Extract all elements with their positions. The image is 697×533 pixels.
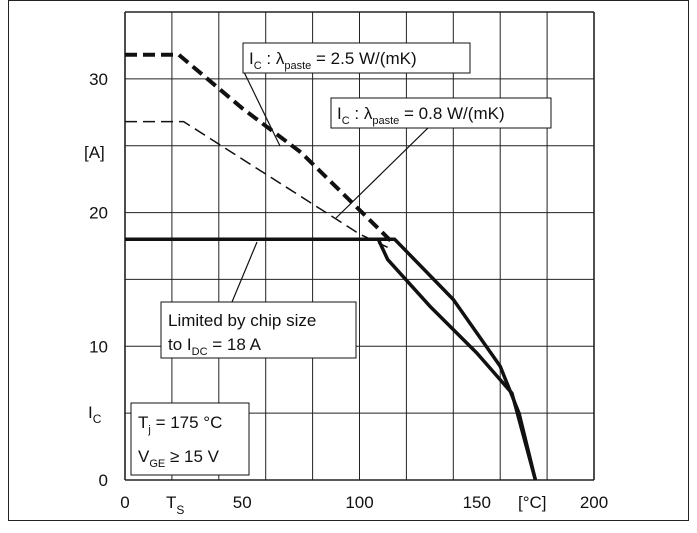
x-axis-label: TS <box>166 493 184 517</box>
x-axis-label-main: T <box>166 493 176 512</box>
series-line-3 <box>125 237 538 481</box>
svg-text:IC : λpaste = 0.8 W/(mK): IC : λpaste = 0.8 W/(mK) <box>337 104 505 127</box>
outer-frame <box>8 0 689 521</box>
svg-text:IC : λpaste = 2.5 W/(mK): IC : λpaste = 2.5 W/(mK) <box>249 49 417 72</box>
legend-label-0-8: IC : λpaste = 0.8 W/(mK) <box>330 97 552 129</box>
y-tick-label: 0 <box>99 471 108 490</box>
svg-text:Tj = 175 °C: Tj = 175 °C <box>138 413 222 436</box>
x-tick-label: 50 <box>233 493 252 512</box>
annotation-conditions: Tj = 175 °C VGE ≥ 15 V <box>130 402 250 476</box>
x-tick-label: 150 <box>463 493 491 512</box>
x-tick-label: 0 <box>120 493 129 512</box>
x-tick-label: 200 <box>580 493 608 512</box>
legend-label-2-5: IC : λpaste = 2.5 W/(mK) <box>242 42 471 74</box>
leader-line-0-8 <box>335 125 431 219</box>
x-unit-label: [°C] <box>518 493 547 512</box>
y-unit-label: [A] <box>84 143 105 162</box>
y-axis-label-sub: C <box>93 412 102 426</box>
leader-line-2-5 <box>242 69 281 147</box>
y-axis-label: IC <box>88 403 102 426</box>
svg-text:VGE ≥ 15 V: VGE ≥ 15 V <box>138 447 220 470</box>
leader-line-chip <box>231 241 258 303</box>
x-tick-label: 100 <box>345 493 373 512</box>
svg-text:Limited by chip size: Limited by chip size <box>168 311 316 330</box>
y-tick-label: 20 <box>89 204 108 223</box>
y-axis-label-main: I <box>88 403 93 422</box>
y-tick-label: 30 <box>89 70 108 89</box>
series-line-0 <box>125 52 397 247</box>
x-axis-label-sub: S <box>176 503 184 517</box>
series-line-1 <box>125 120 388 248</box>
y-tick-label: 10 <box>89 337 108 356</box>
annotation-chip-limit: Limited by chip size to IDC = 18 A <box>160 301 357 359</box>
svg-text:to IDC = 18 A: to IDC = 18 A <box>168 335 262 358</box>
